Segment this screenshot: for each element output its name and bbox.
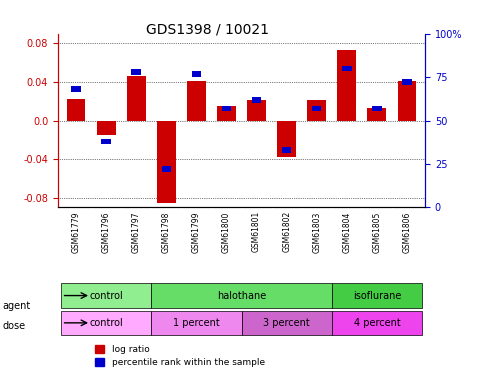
Bar: [157, 121, 176, 202]
Text: agent: agent: [2, 301, 30, 310]
Text: GSM61800: GSM61800: [222, 211, 231, 252]
Text: GSM61803: GSM61803: [312, 211, 321, 252]
Bar: [71, 87, 81, 92]
Bar: [372, 105, 382, 111]
Bar: [252, 97, 261, 103]
Text: GSM61799: GSM61799: [192, 211, 201, 253]
Text: GSM61804: GSM61804: [342, 211, 351, 252]
Bar: [337, 50, 356, 121]
Bar: [247, 100, 266, 121]
Bar: [161, 166, 171, 172]
Text: 1 percent: 1 percent: [173, 318, 220, 328]
Bar: [222, 105, 231, 111]
Bar: [187, 81, 206, 121]
Text: control: control: [89, 291, 123, 300]
Text: dose: dose: [2, 321, 26, 331]
Text: GDS1398 / 10021: GDS1398 / 10021: [146, 22, 269, 36]
Text: GSM61798: GSM61798: [162, 211, 171, 252]
Bar: [101, 138, 111, 144]
FancyBboxPatch shape: [61, 283, 151, 308]
Bar: [127, 76, 146, 121]
FancyBboxPatch shape: [151, 283, 332, 308]
Bar: [282, 147, 291, 153]
Bar: [402, 80, 412, 85]
Bar: [131, 69, 141, 75]
FancyBboxPatch shape: [242, 310, 332, 335]
Bar: [97, 121, 115, 135]
Text: GSM61806: GSM61806: [402, 211, 412, 252]
Text: GSM61801: GSM61801: [252, 211, 261, 252]
Bar: [312, 105, 322, 111]
Bar: [368, 108, 386, 121]
FancyBboxPatch shape: [151, 310, 242, 335]
Bar: [307, 100, 326, 121]
Text: GSM61797: GSM61797: [132, 211, 141, 253]
Text: 4 percent: 4 percent: [354, 318, 400, 328]
Text: GSM61805: GSM61805: [372, 211, 382, 252]
Text: isoflurane: isoflurane: [353, 291, 401, 300]
Text: GSM61779: GSM61779: [71, 211, 81, 253]
Bar: [192, 71, 201, 76]
Legend: log ratio, percentile rank within the sample: log ratio, percentile rank within the sa…: [92, 341, 269, 371]
FancyBboxPatch shape: [332, 283, 422, 308]
Bar: [277, 121, 296, 157]
Text: control: control: [89, 318, 123, 328]
Text: GSM61802: GSM61802: [282, 211, 291, 252]
Text: GSM61796: GSM61796: [101, 211, 111, 253]
Bar: [398, 81, 416, 121]
FancyBboxPatch shape: [332, 310, 422, 335]
Bar: [67, 99, 85, 121]
Bar: [342, 66, 352, 71]
FancyBboxPatch shape: [61, 310, 151, 335]
Text: halothane: halothane: [217, 291, 266, 300]
Bar: [217, 106, 236, 121]
Text: 3 percent: 3 percent: [263, 318, 310, 328]
